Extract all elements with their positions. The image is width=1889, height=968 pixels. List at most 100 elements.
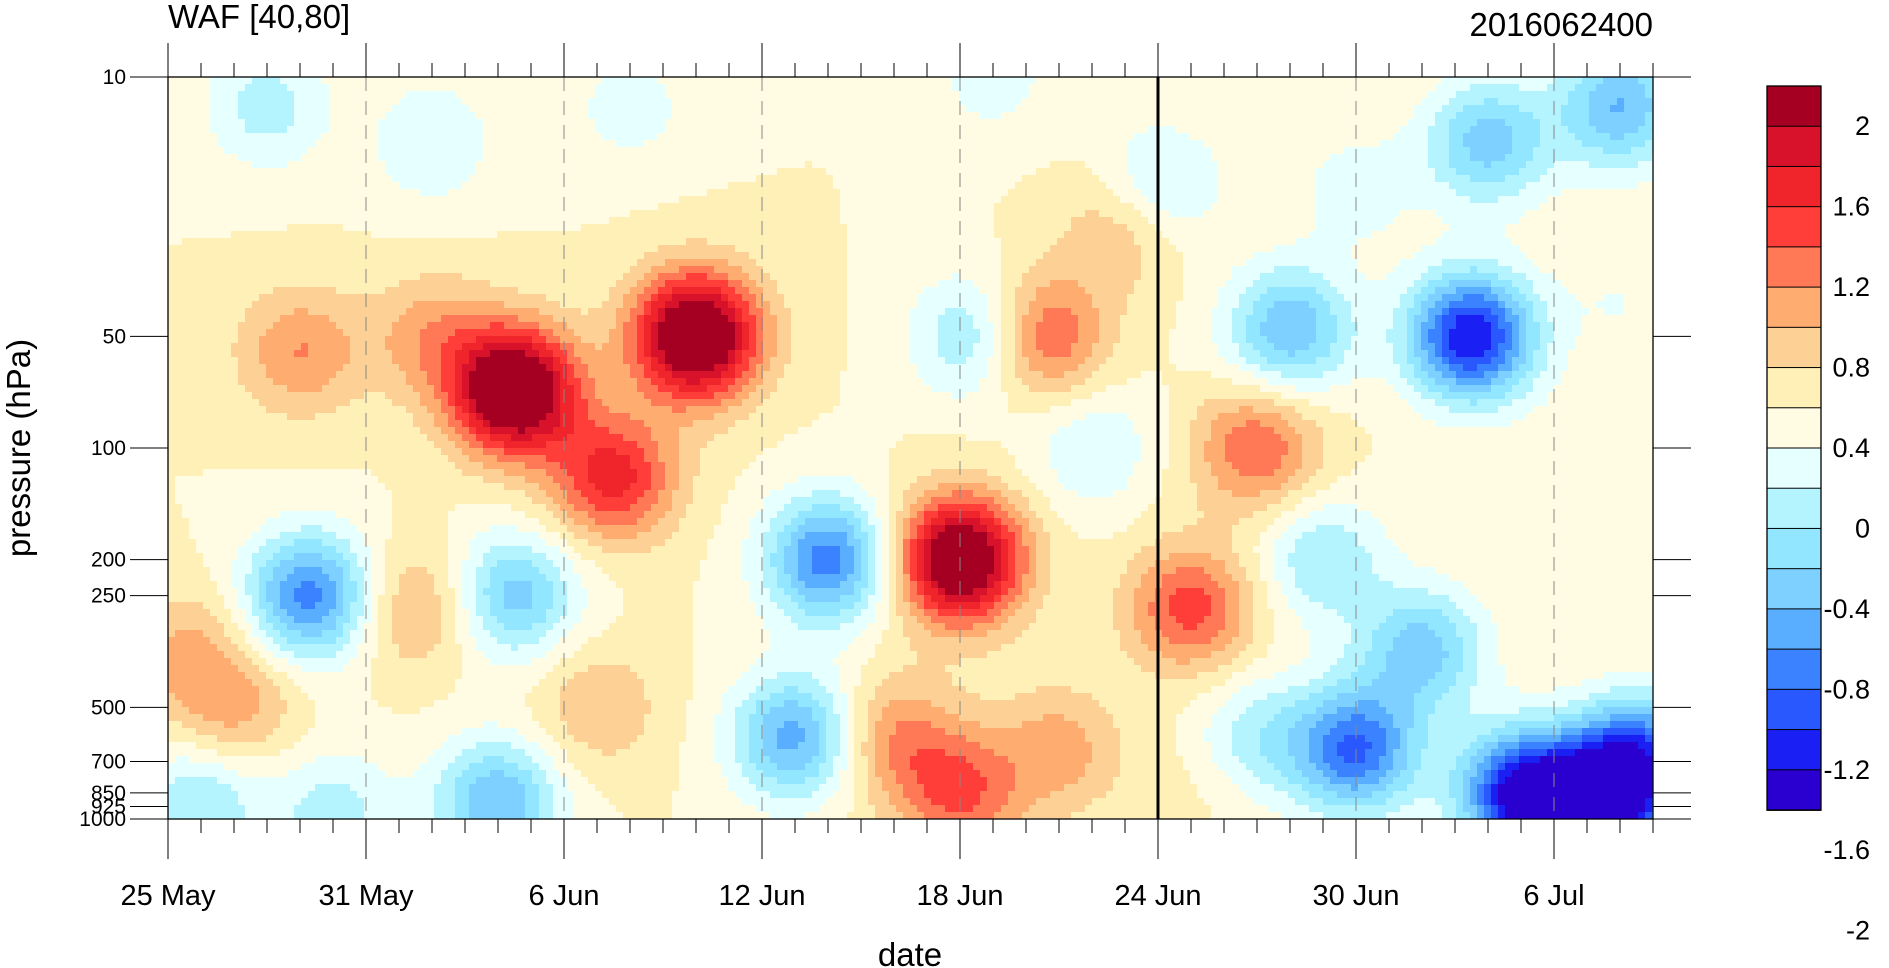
contour-cell — [539, 119, 547, 127]
contour-cell — [245, 224, 253, 232]
contour-cell — [350, 105, 358, 113]
contour-cell — [868, 105, 876, 113]
contour-cell — [1358, 140, 1366, 148]
contour-cell — [1176, 91, 1184, 99]
contour-cell — [595, 210, 603, 218]
contour-cell — [770, 126, 778, 134]
contour-cell — [406, 84, 414, 92]
contour-cell — [910, 154, 918, 162]
contour-cell — [1295, 119, 1303, 127]
contour-cell — [791, 119, 799, 127]
contour-cell — [644, 224, 652, 232]
contour-cell — [1260, 133, 1268, 141]
contour-cell — [1463, 84, 1471, 92]
contour-cell — [238, 182, 246, 190]
contour-cell — [1449, 112, 1457, 120]
contour-cell — [1400, 91, 1408, 99]
contour-cell — [518, 231, 526, 239]
contour-cell — [1246, 105, 1254, 113]
contour-cell — [882, 217, 890, 225]
contour-cell — [574, 91, 582, 99]
contour-cell — [1302, 126, 1310, 134]
contour-cell — [1358, 147, 1366, 155]
contour-cell — [987, 91, 995, 99]
contour-cell — [1008, 133, 1016, 141]
contour-cell — [1092, 105, 1100, 113]
contour-cell — [1344, 133, 1352, 141]
contour-cell — [770, 140, 778, 148]
contour-cell — [826, 147, 834, 155]
contour-cell — [700, 238, 708, 246]
contour-cell — [238, 217, 246, 225]
contour-cell — [1575, 175, 1583, 183]
contour-cell — [189, 182, 197, 190]
contour-cell — [378, 133, 386, 141]
contour-cell — [1519, 196, 1527, 204]
contour-cell — [280, 161, 288, 169]
contour-cell — [749, 175, 757, 183]
contour-cell — [721, 231, 729, 239]
contour-cell — [903, 231, 911, 239]
contour-cell — [539, 105, 547, 113]
contour-cell — [1617, 77, 1625, 85]
contour-cell — [931, 196, 939, 204]
contour-cell — [1197, 133, 1205, 141]
contour-cell — [749, 154, 757, 162]
contour-cell — [1267, 126, 1275, 134]
contour-cell — [301, 210, 309, 218]
contour-cell — [763, 175, 771, 183]
contour-cell — [1204, 140, 1212, 148]
contour-cell — [518, 224, 526, 232]
contour-cell — [973, 84, 981, 92]
contour-cell — [1547, 210, 1555, 218]
contour-cell — [189, 98, 197, 106]
contour-cell — [1617, 98, 1625, 106]
contour-cell — [189, 77, 197, 85]
contour-cell — [1337, 224, 1345, 232]
contour-cell — [980, 182, 988, 190]
contour-cell — [1407, 182, 1415, 190]
contour-cell — [532, 126, 540, 134]
contour-cell — [371, 105, 379, 113]
contour-cell — [1505, 91, 1513, 99]
contour-cell — [581, 231, 589, 239]
contour-cell — [434, 224, 442, 232]
contour-cell — [273, 140, 281, 148]
contour-cell — [784, 175, 792, 183]
contour-cell — [1351, 203, 1359, 211]
contour-cell — [1267, 224, 1275, 232]
contour-cell — [539, 182, 547, 190]
contour-cell — [315, 119, 323, 127]
contour-cell — [1498, 105, 1506, 113]
contour-cell — [224, 161, 232, 169]
contour-cell — [1414, 112, 1422, 120]
contour-cell — [756, 91, 764, 99]
contour-cell — [1071, 98, 1079, 106]
contour-cell — [623, 126, 631, 134]
contour-cell — [378, 175, 386, 183]
contour-cell — [1239, 217, 1247, 225]
contour-cell — [1001, 217, 1009, 225]
contour-cell — [287, 140, 295, 148]
contour-cell — [553, 189, 561, 197]
contour-cell — [1274, 91, 1282, 99]
contour-cell — [882, 84, 890, 92]
contour-cell — [637, 238, 645, 246]
contour-cell — [1540, 105, 1548, 113]
contour-cell — [1491, 140, 1499, 148]
contour-cell — [1631, 91, 1639, 99]
contour-cell — [1253, 196, 1261, 204]
contour-cell — [350, 133, 358, 141]
contour-cell — [980, 168, 988, 176]
contour-cell — [1288, 77, 1296, 85]
contour-cell — [511, 119, 519, 127]
contour-cell — [378, 196, 386, 204]
contour-cell — [518, 112, 526, 120]
contour-cell — [1463, 126, 1471, 134]
contour-cell — [777, 196, 785, 204]
contour-cell — [203, 77, 211, 85]
contour-cell — [1533, 210, 1541, 218]
contour-cell — [1302, 105, 1310, 113]
contour-cell — [1470, 105, 1478, 113]
contour-cell — [1589, 182, 1597, 190]
